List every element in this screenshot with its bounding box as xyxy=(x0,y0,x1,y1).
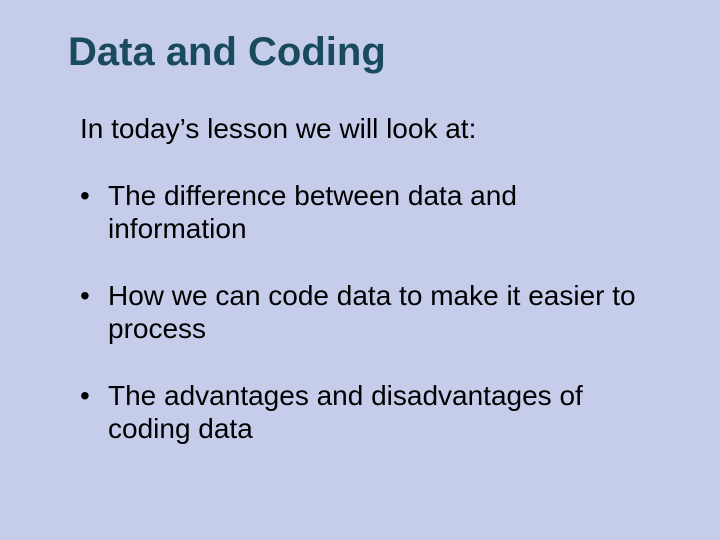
slide-intro: In today’s lesson we will look at: xyxy=(80,113,660,145)
bullet-list: The difference between data and informat… xyxy=(80,179,660,445)
slide-title: Data and Coding xyxy=(68,30,660,75)
list-item: How we can code data to make it easier t… xyxy=(80,279,660,345)
list-item: The difference between data and informat… xyxy=(80,179,660,245)
list-item: The advantages and disadvantages of codi… xyxy=(80,379,660,445)
